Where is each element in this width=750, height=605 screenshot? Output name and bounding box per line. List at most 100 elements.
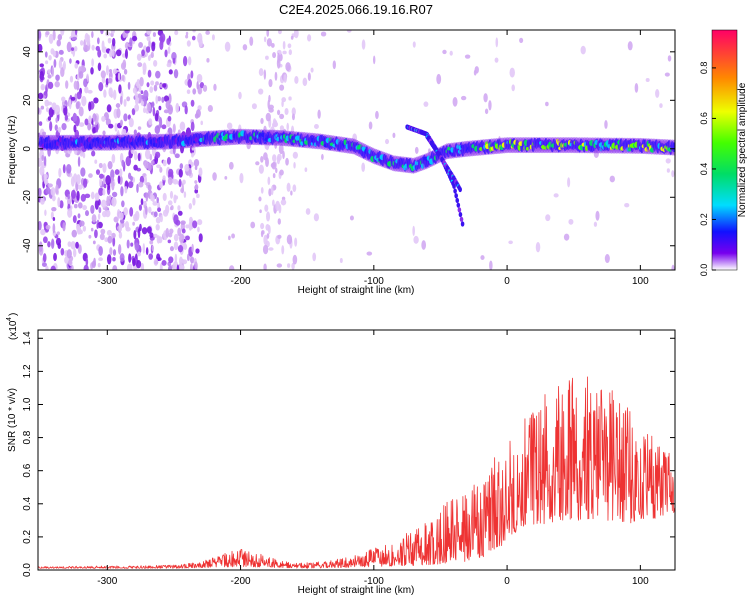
spectrogram-noise-cell — [104, 209, 111, 218]
spectrogram-branch-cell — [456, 202, 461, 208]
spectrogram-noise-cell — [61, 122, 67, 131]
spectrogram-noise-cell — [179, 264, 185, 270]
spectrogram-noise-cell — [118, 223, 123, 232]
spectrogram-noise-cell — [104, 237, 109, 243]
spectrogram-noise-cell — [50, 265, 56, 270]
spectrogram-noise-cell — [159, 117, 163, 128]
spectrogram-noise-cell — [266, 38, 272, 47]
spectrogram-noise-cell — [97, 62, 102, 72]
spectrogram-noise-cell — [286, 234, 293, 245]
spectrogram-noise-cell — [189, 263, 193, 270]
spectrogram-noise-cell — [132, 87, 137, 94]
spectrogram-noise-cell — [464, 54, 471, 59]
spectrogram-noise-cell — [137, 228, 141, 239]
spectrogram-noise-cell — [38, 121, 43, 126]
spectrogram-noise-cell — [123, 113, 128, 122]
spectrogram-noise-cell — [627, 41, 633, 51]
spectrogram-noise-cell — [117, 175, 121, 184]
spectrogram-noise-cell — [293, 30, 299, 39]
spectrogram-noise-cell — [111, 232, 116, 239]
spectrogram-noise-cell — [101, 40, 105, 51]
spectrogram-noise-cell — [85, 210, 90, 217]
spectrogram-noise-cell — [239, 172, 244, 184]
spectrogram-noise-cell — [145, 46, 151, 53]
spectrogram-noise-cell — [609, 175, 615, 183]
spectrogram-noise-cell — [159, 166, 163, 173]
spectrogram-noise-cell — [287, 263, 291, 268]
spectrogram-noise-cell — [160, 32, 166, 43]
spectrogram-noise-cell — [580, 45, 586, 55]
spectrogram-branch-cell — [452, 183, 456, 189]
spectrogram-noise-cell — [125, 156, 132, 167]
spectrogram-noise-cell — [113, 216, 119, 223]
spectrogram-noise-cell — [109, 247, 113, 256]
spectrogram-noise-cell — [100, 70, 106, 79]
spectrogram-noise-cell — [70, 47, 75, 51]
spectrogram-noise-cell — [197, 226, 200, 233]
spectrogram-noise-cell — [655, 89, 660, 98]
spectrogram-noise-cell — [134, 96, 139, 106]
colorbar-tick-label: 0.2 — [699, 213, 709, 226]
spectrogram-noise-cell — [93, 97, 99, 104]
spectrogram-noise-cell — [132, 221, 135, 226]
spectrogram-noise-cell — [64, 114, 68, 121]
spectrogram-x-tick-label: 100 — [632, 276, 649, 287]
spectrogram-noise-cell — [50, 211, 54, 220]
spectrogram-noise-cell — [70, 96, 76, 101]
spectrogram-noise-cell — [283, 73, 287, 83]
spectrogram-noise-cell — [190, 70, 194, 79]
spectrogram-noise-cell — [270, 162, 275, 168]
spectrogram-branch-cell — [458, 211, 463, 218]
spectrogram-noise-cell — [286, 122, 289, 131]
spectrogram-noise-cell — [119, 218, 125, 224]
spectrogram-noise-cell — [268, 247, 274, 251]
spectrogram-noise-cell — [226, 122, 233, 130]
spectrogram-noise-cell — [258, 88, 264, 95]
spectrogram-noise-cell — [52, 216, 56, 222]
spectrogram-noise-cell — [58, 167, 62, 178]
spectrogram-noise-cell — [190, 99, 195, 107]
spectrogram-noise-cell — [508, 240, 513, 245]
spectrogram-noise-cell — [82, 152, 86, 159]
spectrogram-noise-cell — [284, 108, 289, 116]
spectrogram-noise-cell — [75, 241, 79, 249]
spectrogram-noise-cell — [290, 190, 293, 196]
spectrogram-noise-cell — [95, 169, 101, 175]
spectrogram-noise-cell — [45, 224, 51, 230]
spectrogram-noise-cell — [156, 196, 159, 204]
spectrogram-noise-cell — [509, 67, 515, 78]
spectrogram-noise-cell — [173, 233, 179, 242]
spectrogram-noise-cell — [286, 182, 291, 192]
snr-y-tick-label: 1.0 — [22, 397, 33, 411]
spectrogram-noise-cell — [72, 215, 77, 224]
spectrogram-noise-cell — [265, 55, 269, 60]
spectrogram-noise-cell — [99, 177, 103, 187]
spectrogram-noise-cell — [63, 105, 68, 116]
spectrogram-noise-cell — [274, 71, 278, 81]
spectrogram-noise-cell — [191, 152, 194, 158]
spectrogram-noise-cell — [281, 245, 285, 255]
spectrogram-noise-cell — [149, 240, 154, 245]
spectrogram-noise-cell — [69, 75, 74, 83]
spectrogram-noise-cell — [71, 229, 78, 238]
spectrogram-y-tick-label: -20 — [22, 190, 33, 205]
spectrogram-noise-cell — [123, 98, 127, 107]
spectrogram-noise-cell — [171, 52, 177, 61]
spectrogram-noise-cell — [139, 76, 144, 87]
snr-marks — [38, 376, 675, 569]
spectrogram-noise-cell — [92, 240, 96, 245]
spectrogram-noise-cell — [121, 200, 125, 208]
spectrogram-noise-cell — [103, 89, 107, 98]
spectrogram-noise-cell — [197, 219, 203, 226]
spectrogram-noise-cell — [193, 159, 200, 167]
spectrogram-noise-cell — [442, 49, 447, 55]
spectrogram-noise-cell — [73, 80, 78, 90]
spectrogram-noise-cell — [166, 156, 171, 165]
spectrogram-noise-cell — [292, 254, 298, 265]
spectrogram-noise-cell — [138, 204, 142, 211]
spectrogram-noise-cell — [157, 207, 162, 213]
spectrogram-noise-cell — [45, 186, 51, 195]
spectrogram-noise-cell — [261, 230, 265, 235]
spectrogram-noise-cell — [97, 49, 102, 58]
spectrogram-noise-cell — [167, 46, 171, 55]
